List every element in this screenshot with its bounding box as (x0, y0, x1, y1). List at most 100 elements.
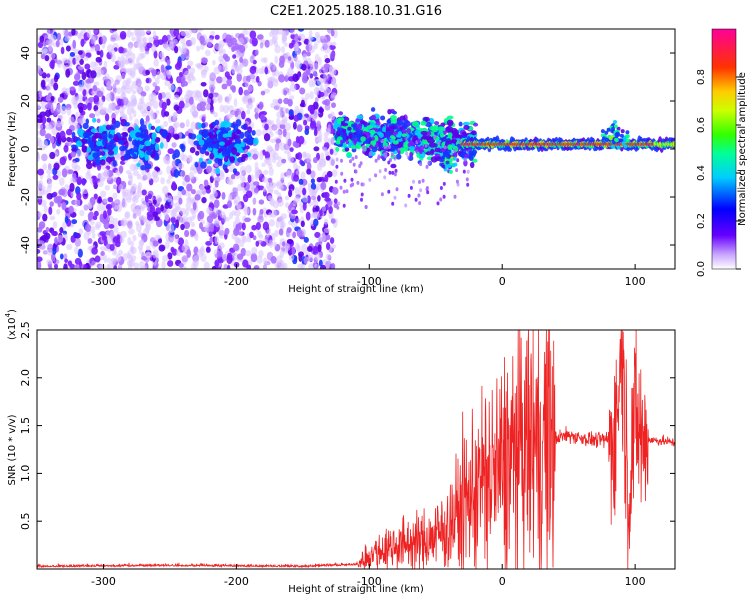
heatmap-cell (223, 141, 230, 147)
heatmap-cell (278, 228, 284, 236)
heatmap-cell (136, 210, 142, 216)
heatmap-cell (334, 179, 338, 184)
heatmap-cell (323, 218, 329, 225)
heatmap-cell (209, 72, 217, 82)
heatmap-cell (193, 140, 201, 146)
heatmap-cell (286, 238, 294, 245)
heatmap-cell (619, 133, 624, 138)
heatmap-cell (274, 55, 279, 64)
heatmap-cell (170, 216, 176, 224)
colorbar-tick-label: 0.0 (696, 261, 707, 277)
heatmap-cell (330, 218, 336, 224)
heatmap-cell (46, 259, 53, 265)
heatmap-cell (169, 29, 174, 35)
colorbar-tick-label: 0.4 (696, 165, 707, 181)
heatmap-cell (360, 192, 364, 197)
heatmap-cell (451, 127, 458, 134)
heatmap-cell (356, 143, 362, 150)
heatmap-cell (283, 30, 287, 36)
heatmap-cell (314, 96, 319, 103)
heatmap-cell (346, 151, 352, 157)
heatmap-cell (220, 211, 226, 219)
heatmap-cell (122, 252, 128, 261)
heatmap-cell (342, 189, 346, 194)
heatmap-cell (370, 114, 376, 121)
heatmap-cell (76, 192, 82, 201)
heatmap-cell (228, 193, 233, 200)
heatmap-cell (391, 170, 395, 175)
heatmap-cell (324, 150, 330, 156)
heatmap-cell (370, 140, 377, 146)
heatmap-cell (371, 136, 375, 141)
heatmap-cell (456, 182, 460, 187)
heatmap-cell (128, 194, 133, 201)
heatmap-cell (131, 36, 136, 42)
heatmap-cell (320, 181, 327, 191)
heatmap-cell (189, 133, 197, 140)
heatmap-cell (325, 155, 331, 161)
heatmap-cell (140, 140, 146, 145)
heatmap-cell (298, 178, 304, 185)
heatmap-cell (72, 39, 77, 49)
heatmap-cell (122, 145, 128, 151)
heatmap-cell (266, 77, 273, 83)
heatmap-cell (73, 232, 78, 237)
heatmap-cell (247, 259, 253, 266)
heatmap-cell (335, 147, 340, 152)
heatmap-cell (94, 43, 101, 53)
heatmap-cell (79, 58, 84, 66)
heatmap-cell (51, 247, 57, 255)
heatmap-cell (292, 73, 299, 82)
heatmap-cell (387, 189, 391, 194)
heatmap-cell (342, 128, 347, 133)
heatmap-cell (112, 159, 117, 167)
heatmap-cell (199, 222, 203, 230)
heatmap-cell (92, 85, 98, 92)
heatmap-cell (242, 29, 249, 36)
heatmap-cell (51, 126, 58, 136)
spectrogram-x-tick-label: 0 (499, 275, 506, 288)
snr-y-axis-label: SNR (10 * v/v) (7, 414, 18, 485)
heatmap-cell (206, 207, 213, 215)
heatmap-cell (310, 178, 316, 184)
heatmap-cell (53, 162, 60, 171)
heatmap-cell (333, 198, 338, 204)
heatmap-cell (201, 196, 207, 204)
heatmap-cell (174, 234, 179, 244)
heatmap-cell (110, 54, 116, 63)
snr-x-tick-label: 0 (499, 575, 506, 588)
heatmap-cell (419, 188, 423, 193)
heatmap-cell (616, 145, 621, 150)
heatmap-cell (191, 29, 197, 34)
heatmap-cell (72, 57, 77, 65)
heatmap-cell (146, 42, 153, 49)
heatmap-cell (43, 205, 48, 214)
heatmap-cell (245, 94, 252, 100)
heatmap-cell (356, 180, 360, 185)
heatmap-cell (387, 109, 392, 115)
chart-title: C2E1.2025.188.10.31.G16 (270, 4, 442, 19)
heatmap-cell (404, 203, 408, 208)
heatmap-cell (50, 136, 55, 144)
heatmap-cell (198, 210, 205, 220)
heatmap-cell (437, 126, 445, 131)
heatmap-cell (181, 80, 188, 87)
heatmap-cell (92, 215, 98, 221)
heatmap-cell (251, 37, 258, 47)
heatmap-cell (93, 95, 100, 103)
heatmap-cell (198, 139, 205, 146)
heatmap-cell (201, 114, 207, 120)
spectrogram-heatmap (37, 29, 675, 269)
heatmap-cell (212, 137, 218, 143)
heatmap-cell (463, 153, 470, 158)
heatmap-cell (151, 132, 157, 140)
heatmap-cell (231, 86, 236, 93)
heatmap-cell (104, 113, 110, 122)
heatmap-cell (440, 122, 446, 128)
heatmap-cell (299, 87, 306, 95)
heatmap-cell (434, 153, 438, 158)
heatmap-cell (107, 207, 112, 216)
heatmap-cell (93, 81, 100, 86)
heatmap-cell (340, 158, 343, 163)
heatmap-cell (293, 54, 298, 62)
